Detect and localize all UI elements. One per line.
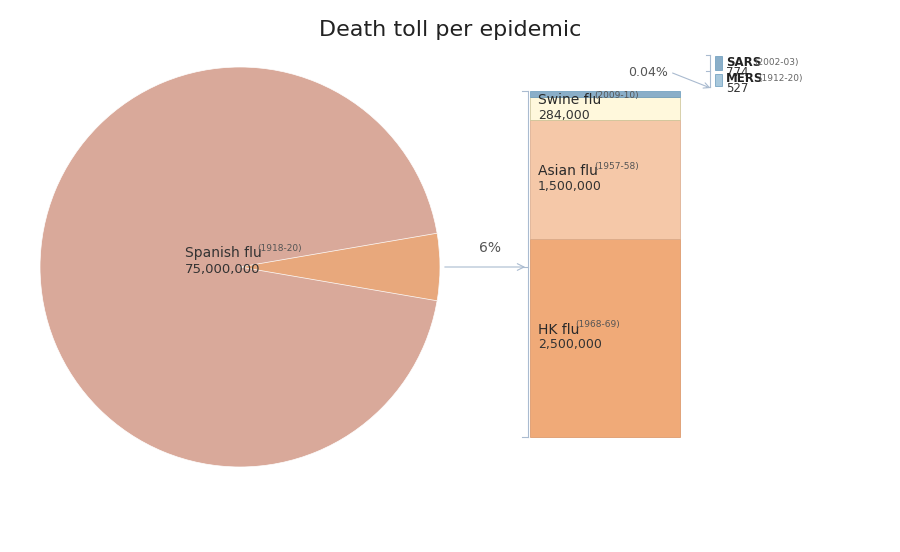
Text: (1968-69): (1968-69) (575, 320, 620, 330)
Bar (530, 238, 680, 437)
Text: HK flu: HK flu (538, 323, 580, 337)
Bar (530, 91, 680, 97)
Bar (530, 97, 680, 120)
Text: Death toll per epidemic: Death toll per epidemic (319, 20, 581, 40)
Text: 2,500,000: 2,500,000 (538, 338, 602, 351)
Text: SARS: SARS (726, 56, 761, 68)
Text: (2009-10): (2009-10) (594, 91, 638, 100)
Text: (1912-20): (1912-20) (758, 75, 803, 83)
Text: (2002-03): (2002-03) (754, 57, 798, 66)
Bar (715, 56, 722, 70)
Text: 1,500,000: 1,500,000 (538, 179, 602, 193)
Text: MERS: MERS (726, 72, 763, 86)
Text: (1957-58): (1957-58) (594, 162, 638, 171)
Text: Swine flu: Swine flu (538, 93, 601, 107)
Text: 527: 527 (726, 82, 749, 95)
Text: Asian flu: Asian flu (538, 164, 598, 178)
Bar (715, 74, 722, 86)
Bar (530, 120, 680, 238)
Text: 75,000,000: 75,000,000 (185, 263, 260, 275)
Text: (1918-20): (1918-20) (257, 245, 302, 253)
Wedge shape (240, 233, 440, 301)
Text: 284,000: 284,000 (538, 109, 590, 122)
Wedge shape (40, 67, 440, 467)
Text: Spanish flu: Spanish flu (185, 246, 262, 260)
Text: 0.04%: 0.04% (628, 66, 668, 78)
Text: 774: 774 (726, 66, 749, 78)
Text: 6%: 6% (479, 241, 501, 255)
